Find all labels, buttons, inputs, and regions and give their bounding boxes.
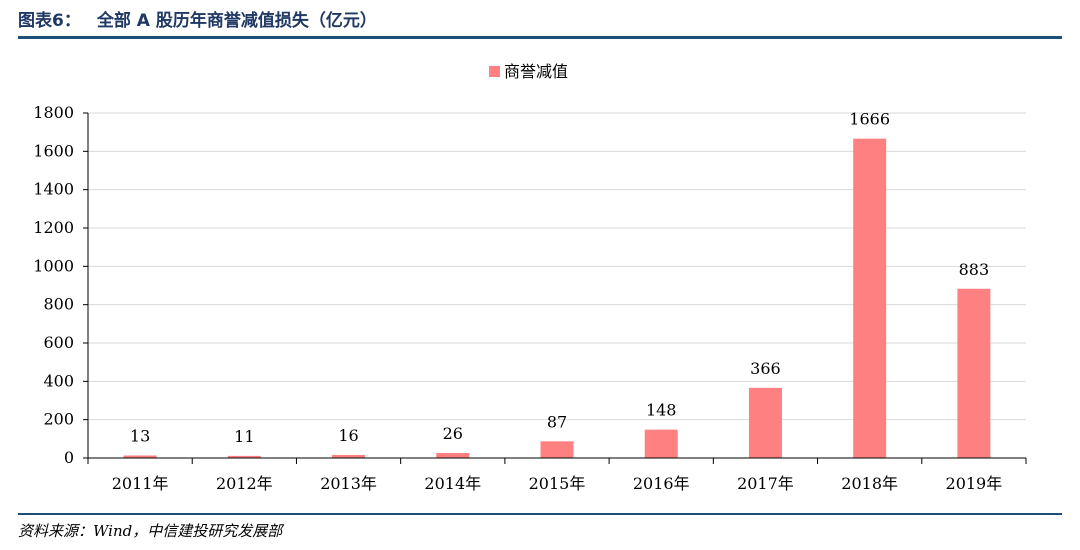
figure-number: 图表6： bbox=[18, 11, 81, 31]
bar bbox=[540, 441, 574, 458]
bar bbox=[853, 138, 887, 458]
bar bbox=[748, 387, 782, 458]
data-label: 26 bbox=[443, 424, 463, 443]
bottom-rule bbox=[18, 513, 1062, 515]
x-tick-label: 2012年 bbox=[216, 474, 273, 493]
data-label: 1666 bbox=[849, 110, 890, 129]
x-tick-label: 2013年 bbox=[320, 474, 377, 493]
source-note: 资料来源：Wind，中信建投研究发展部 bbox=[18, 522, 283, 540]
y-tick-label: 1400 bbox=[33, 180, 74, 199]
data-label: 366 bbox=[750, 359, 781, 378]
x-tick-label: 2016年 bbox=[633, 474, 690, 493]
figure-title-text: 全部 A 股历年商誉减值损失（亿元） bbox=[96, 11, 377, 31]
y-tick-label: 200 bbox=[43, 410, 74, 429]
data-label: 16 bbox=[338, 426, 358, 445]
y-tick-label: 1800 bbox=[33, 103, 74, 122]
x-tick-label: 2019年 bbox=[946, 474, 1003, 493]
data-label: 87 bbox=[547, 412, 567, 431]
x-tick-label: 2017年 bbox=[737, 474, 794, 493]
data-label: 148 bbox=[646, 401, 677, 420]
y-tick-label: 800 bbox=[43, 295, 74, 314]
y-tick-label: 0 bbox=[64, 448, 74, 467]
data-label: 13 bbox=[130, 427, 150, 446]
y-tick-label: 400 bbox=[43, 371, 74, 390]
y-axis: 0 200 400 600 800 1000 1200 1400 1600 1800 bbox=[33, 103, 89, 467]
bar bbox=[123, 455, 157, 458]
bar bbox=[644, 429, 678, 458]
figure-title: 图表6： 全部 A 股历年商誉减值损失（亿元） bbox=[18, 6, 377, 31]
bar bbox=[227, 455, 261, 458]
y-tick-label: 1000 bbox=[33, 256, 74, 275]
data-labels: 13 11 16 26 87 148 366 1666 883 bbox=[130, 110, 989, 446]
x-tick-label: 2014年 bbox=[424, 474, 481, 493]
bars bbox=[123, 138, 991, 458]
x-axis: 2011年 2012年 2013年 2014年 2015年 2016年 2017年 2018年… bbox=[87, 457, 1027, 493]
data-label: 883 bbox=[959, 260, 990, 279]
legend-label: 商誉减值 bbox=[504, 62, 568, 81]
x-tick-label: 2011年 bbox=[112, 474, 169, 493]
legend: 商誉减值 bbox=[489, 62, 568, 81]
legend-swatch bbox=[489, 66, 500, 77]
bar bbox=[957, 288, 991, 458]
bar-chart: 0 200 400 600 800 1000 1200 1400 1600 1800 13 11 16… bbox=[33, 62, 1027, 493]
y-tick-label: 1200 bbox=[33, 218, 74, 237]
bar bbox=[332, 454, 366, 458]
bar bbox=[436, 453, 470, 458]
x-tick-label: 2018年 bbox=[841, 474, 898, 493]
y-tick-label: 1600 bbox=[33, 141, 74, 160]
top-rule bbox=[18, 36, 1062, 39]
y-tick-label: 600 bbox=[43, 333, 74, 352]
data-label: 11 bbox=[234, 427, 254, 446]
x-tick-label: 2015年 bbox=[529, 474, 586, 493]
